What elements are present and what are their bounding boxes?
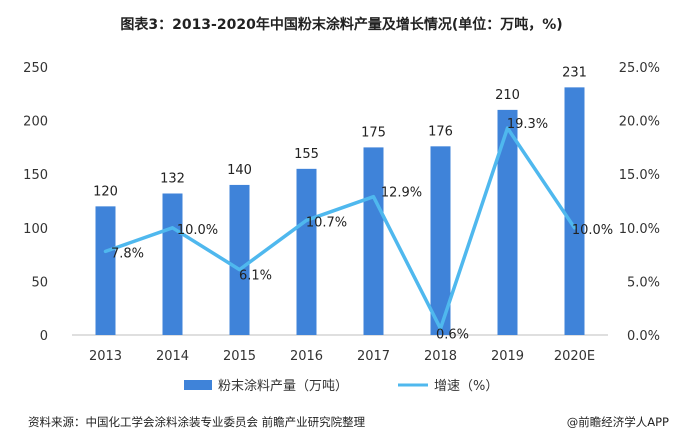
y-left-tick-label: 100 — [23, 222, 48, 237]
x-tick-label: 2016 — [290, 349, 323, 364]
bar-value-label: 175 — [361, 125, 386, 140]
line-value-label: 7.8% — [111, 246, 144, 261]
bar-value-label: 132 — [160, 171, 185, 186]
bar-value-label: 120 — [93, 184, 118, 199]
y-right-tick-label: 15.0% — [619, 168, 660, 183]
y-left-tick-label: 200 — [23, 115, 48, 130]
line-value-label: 10.0% — [177, 223, 218, 238]
x-tick-label: 2020E — [554, 349, 595, 364]
source-note: 资料来源：中国化工学会涂料涂装专业委员会 前瞻产业研究院整理 — [28, 415, 366, 429]
bar — [363, 147, 384, 335]
x-tick-label: 2014 — [156, 349, 189, 364]
legend-bar-swatch — [184, 380, 212, 390]
bar — [564, 87, 585, 335]
y-left-tick-label: 150 — [23, 168, 48, 183]
bar-value-label: 176 — [428, 124, 453, 139]
y-right-tick-label: 0.0% — [627, 329, 660, 344]
y-right-tick-label: 25.0% — [619, 61, 660, 76]
bar — [95, 206, 116, 335]
bar-value-label: 231 — [562, 65, 587, 80]
line-value-label: 19.3% — [507, 117, 548, 132]
x-tick-label: 2013 — [89, 349, 122, 364]
legend-bar-label: 粉末涂料产量（万吨） — [218, 378, 348, 394]
growth-line — [103, 126, 577, 331]
bar — [229, 184, 250, 335]
line-value-label: 12.9% — [381, 186, 422, 201]
line-value-label: 10.0% — [572, 223, 613, 238]
bar-value-label: 155 — [294, 147, 319, 162]
line-value-label: 10.7% — [306, 215, 347, 230]
x-tick-label: 2017 — [357, 349, 390, 364]
bar — [162, 193, 183, 335]
brand-label: @前瞻经济学人APP — [566, 415, 669, 429]
y-right-tick-label: 10.0% — [619, 222, 660, 237]
chart-title: 图表3：2013-2020年中国粉末涂料产量及增长情况(单位：万吨，%) — [120, 17, 563, 33]
y-right-tick-label: 5.0% — [627, 275, 660, 290]
line-value-label: 6.1% — [239, 269, 272, 284]
y-left-tick-label: 250 — [23, 61, 48, 76]
y-left-tick-label: 50 — [31, 275, 48, 290]
bar — [497, 109, 518, 335]
bar-value-label: 140 — [227, 163, 252, 178]
x-tick-label: 2019 — [491, 349, 524, 364]
bar — [296, 168, 317, 335]
x-tick-label: 2018 — [424, 349, 457, 364]
x-tick-label: 2015 — [223, 349, 256, 364]
line-value-label: 0.6% — [436, 328, 469, 343]
bar-value-label: 210 — [495, 88, 520, 103]
bar — [430, 146, 451, 335]
y-right-tick-label: 20.0% — [619, 115, 660, 130]
legend-line-label: 增速（%） — [434, 379, 498, 394]
y-left-tick-label: 0 — [40, 329, 48, 344]
